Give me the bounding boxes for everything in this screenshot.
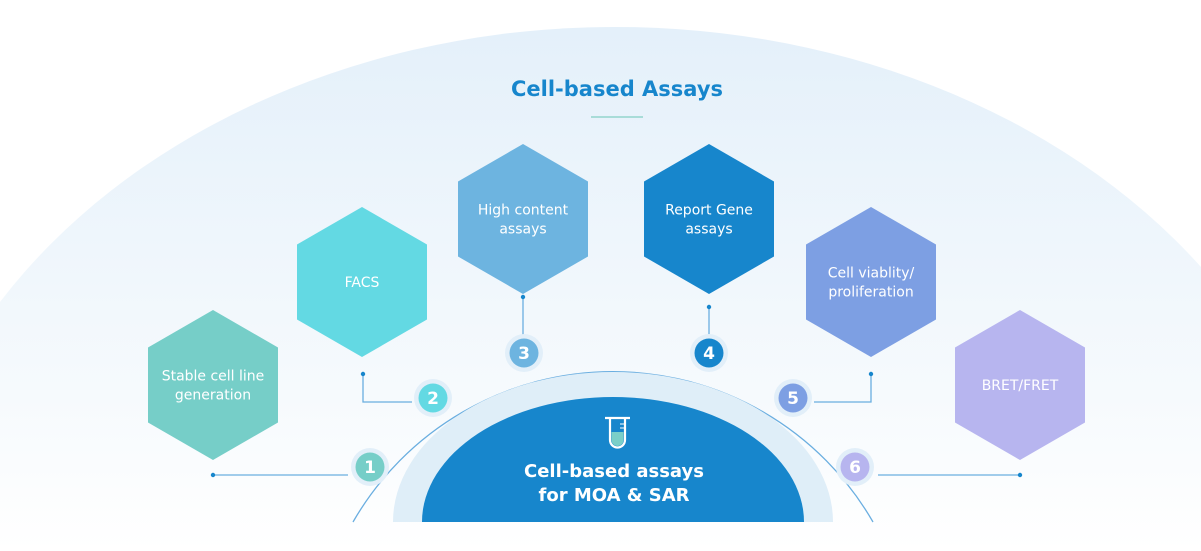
connector-line (814, 374, 872, 403)
step-number: 5 (787, 389, 799, 409)
number-badge (418, 383, 448, 413)
hexagon (297, 207, 427, 357)
number-badge (355, 452, 385, 482)
step-number: 2 (427, 389, 439, 409)
hexagon (955, 310, 1085, 460)
hexagon (806, 207, 936, 357)
hexagon-label: assays (685, 222, 732, 238)
step-number: 1 (364, 458, 376, 478)
connector-line (362, 374, 412, 403)
hexagon-label: BRET/FRET (982, 378, 1059, 394)
hexagon-label: assays (499, 222, 546, 238)
step-6: BRET/FRET 6 (836, 310, 1085, 486)
page-title: Cell-based Assays (511, 77, 723, 101)
step-3: High content assays 3 (458, 144, 588, 372)
step-4: Report Gene assays 4 (644, 144, 774, 372)
hexagon (148, 310, 278, 460)
hexagon-label: Cell viablity/ (828, 266, 915, 282)
hexagon-label: High content (478, 203, 569, 219)
center-dome (422, 397, 804, 522)
number-badge (778, 383, 808, 413)
step-number: 4 (703, 344, 715, 364)
number-badge (509, 338, 539, 368)
center-label-line1: Cell-based assays (524, 461, 704, 482)
connector-dot (520, 294, 526, 300)
step-number: 6 (849, 458, 861, 478)
steps-arc (352, 371, 874, 523)
connector-dot (360, 371, 366, 377)
hexagon-label: generation (175, 388, 251, 404)
number-badge (694, 338, 724, 368)
step-number: 3 (518, 344, 530, 364)
connector-dot (1017, 472, 1023, 478)
title-underline (591, 116, 643, 118)
hexagon (644, 144, 774, 294)
step-2: FACS 2 (297, 207, 452, 417)
hexagon (458, 144, 588, 294)
hexagon-label: proliferation (828, 285, 913, 301)
hexagon-label: Stable cell line (162, 369, 265, 385)
connector-dot (868, 371, 874, 377)
step-1: Stable cell line generation 1 (148, 310, 389, 486)
background-dome (0, 26, 1201, 551)
center-label-line2: for MOA & SAR (539, 485, 690, 506)
test-tube-icon (605, 416, 630, 449)
connector-dot (210, 472, 216, 478)
connector-dot (706, 304, 712, 310)
number-badge (840, 452, 870, 482)
step-5: Cell viablity/proliferation 5 (774, 207, 936, 417)
hexagon-label: Report Gene (665, 203, 753, 219)
hexagon-label: FACS (345, 275, 380, 291)
